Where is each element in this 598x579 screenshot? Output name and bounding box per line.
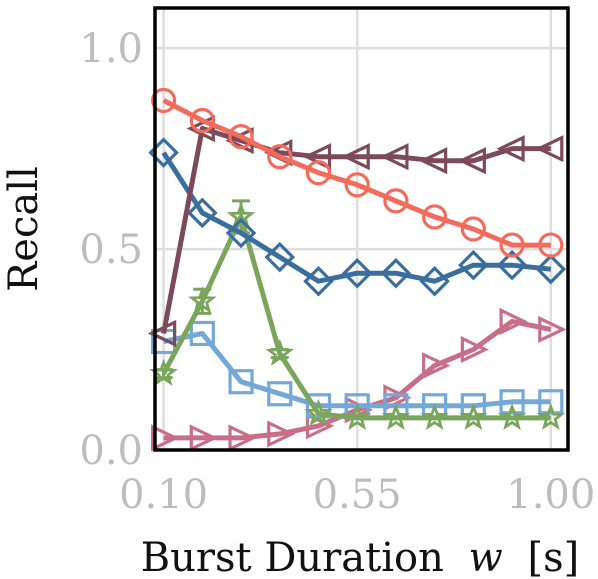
series-line <box>161 214 551 421</box>
data-point-circle <box>189 107 215 134</box>
data-point-circle <box>499 232 525 258</box>
data-point-circle <box>267 144 293 170</box>
data-point-star <box>497 402 527 431</box>
data-point-star <box>381 402 411 431</box>
data-point-square <box>499 389 525 415</box>
data-point-star <box>265 338 294 366</box>
data-point-circle <box>344 172 370 198</box>
data-point-triangle-right <box>151 424 180 452</box>
data-point-circle <box>228 123 254 150</box>
data-point-triangle-left <box>147 319 177 348</box>
x-tick-label: 0.10 <box>119 472 208 518</box>
data-point-circle <box>460 216 486 242</box>
data-point-diamond <box>419 265 450 297</box>
grid <box>155 8 568 452</box>
data-point-square <box>189 320 215 347</box>
tick-labels: 0.10 0.55 1.00 0.0 0.5 1.0 <box>79 26 595 518</box>
data-point-diamond <box>264 241 296 273</box>
data-point-circle <box>538 232 564 258</box>
data-point-triangle-left <box>496 135 525 163</box>
data-point-triangle-right <box>499 307 528 335</box>
data-point-square <box>538 389 564 415</box>
data-point-diamond <box>303 265 334 297</box>
series-line <box>161 126 551 334</box>
x-tick-label: 0.55 <box>313 472 402 518</box>
x-axis-label-variable: w <box>469 535 503 579</box>
y-tick-label: 1.0 <box>79 26 143 72</box>
y-tick-label: 0.0 <box>79 428 143 474</box>
data-point-triangle-right <box>422 352 451 380</box>
data-point-triangle-left <box>418 147 448 175</box>
data-point-star <box>420 402 449 431</box>
data-point-triangle-right <box>538 315 567 343</box>
data-point-diamond <box>225 217 257 249</box>
data-point-triangle-left <box>186 115 215 143</box>
data-point-triangle-left <box>380 143 409 171</box>
data-point-triangle-left <box>341 143 370 171</box>
data-point-star <box>188 286 217 314</box>
data-point-circle <box>383 188 409 214</box>
y-axis-label: Recall <box>1 166 47 292</box>
series-square <box>151 320 564 419</box>
data-point-diamond <box>380 257 412 289</box>
data-point-circle <box>151 87 177 114</box>
y-tick-label: 0.5 <box>79 227 143 273</box>
x-tick-label: 1.00 <box>506 472 595 518</box>
data-point-triangle-left <box>457 147 486 175</box>
series-diamond <box>148 137 567 297</box>
series-star <box>149 199 566 431</box>
data-point-triangle-left <box>535 135 564 163</box>
plot-frame <box>153 6 570 452</box>
data-point-diamond <box>496 249 528 281</box>
data-point-triangle-right <box>267 420 296 448</box>
x-axis-label-text: Burst Duration <box>141 535 444 579</box>
series-line <box>162 98 551 248</box>
data-point-square <box>228 369 254 395</box>
series-circle <box>151 87 564 258</box>
data-point-diamond <box>458 249 489 281</box>
x-axis-label: Burst Duration w [s] <box>141 535 580 579</box>
data-point-star <box>459 402 488 431</box>
data-point-triangle-right <box>460 336 490 364</box>
data-point-circle <box>305 160 332 186</box>
data-point-circle <box>422 204 448 230</box>
x-axis-label-unit: [s] <box>528 535 580 579</box>
data-point-star <box>342 402 372 431</box>
data-point-star <box>536 402 566 431</box>
data-point-diamond <box>341 257 373 289</box>
data-point-diamond <box>187 197 218 229</box>
data-point-star <box>304 398 333 426</box>
data-point-triangle-right <box>228 424 257 452</box>
data-point-triangle-right <box>189 424 219 452</box>
data-point-diamond <box>535 253 567 285</box>
series-layer <box>147 87 567 452</box>
data-point-square <box>267 381 293 407</box>
